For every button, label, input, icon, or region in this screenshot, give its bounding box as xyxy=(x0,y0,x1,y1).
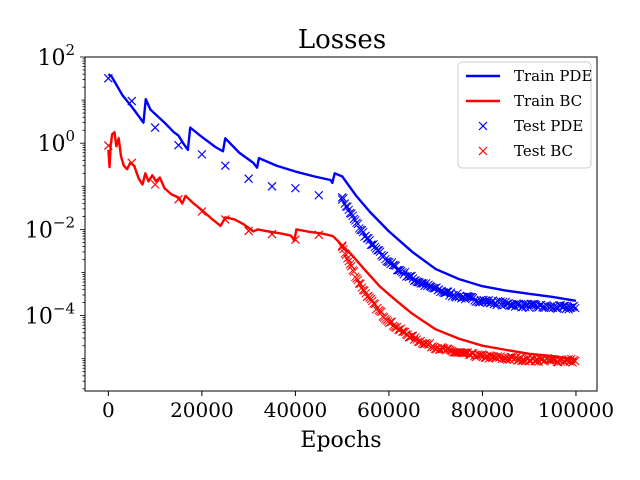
y-tick-label: 100 xyxy=(37,127,75,157)
series-line-train-pde xyxy=(107,73,577,303)
marker-test-bc xyxy=(103,141,113,151)
marker-test-pde xyxy=(244,174,254,184)
marker-test-pde xyxy=(197,149,207,159)
marker-test-bc xyxy=(244,226,254,236)
x-tick-label: 40000 xyxy=(264,398,328,422)
marker-test-pde xyxy=(314,190,324,200)
y-tick-label: 102 xyxy=(37,41,75,71)
marker-test-pde xyxy=(103,73,113,83)
marker-cluster-test-bc xyxy=(337,242,580,367)
legend-marker xyxy=(478,121,488,131)
marker-cluster-test-pde xyxy=(337,193,580,314)
marker-test-bc xyxy=(314,230,324,240)
marker-test-pde xyxy=(174,140,183,150)
legend: Train PDE Train BC Test PDE Test BC xyxy=(457,61,592,169)
legend-label: Train BC xyxy=(514,92,582,110)
y-tick-labels: 102 100 10−2 10−4 xyxy=(25,41,75,330)
x-axis-label: Epochs xyxy=(300,428,381,453)
marker-test-bc xyxy=(290,235,300,245)
x-tick-label: 0 xyxy=(102,398,115,422)
legend-label: Test PDE xyxy=(514,117,583,135)
x-tick-label: 100000 xyxy=(538,398,614,422)
marker-test-pde xyxy=(220,161,230,171)
y-tick-label: 10−2 xyxy=(25,213,75,243)
x-tick-label: 20000 xyxy=(170,398,234,422)
marker-test-pde xyxy=(150,123,160,133)
x-tick-label: 60000 xyxy=(357,398,421,422)
marker-test-bc xyxy=(197,207,207,216)
legend-marker xyxy=(478,146,488,156)
x-tick-label: 80000 xyxy=(451,398,515,422)
marker-test-bc xyxy=(150,180,160,189)
marker-test-pde xyxy=(127,96,137,106)
chart-title: Losses xyxy=(298,25,386,55)
marker-test-pde xyxy=(290,183,300,193)
plot-frame xyxy=(84,56,598,392)
series-train-pde xyxy=(107,73,577,303)
legend-box xyxy=(457,61,592,169)
series-layer xyxy=(103,73,580,367)
marker-test-bc xyxy=(127,158,137,168)
series-test-pde xyxy=(103,73,580,314)
legend-item-test-bc: Test BC xyxy=(478,142,573,160)
x-tick-labels: 0 20000 40000 60000 80000 100000 xyxy=(102,398,614,422)
marker-test-pde xyxy=(267,181,277,191)
series-test-bc xyxy=(103,141,580,367)
legend-label: Test BC xyxy=(514,142,573,160)
series-line-train-bc xyxy=(107,130,577,361)
marker-test-bc xyxy=(174,194,183,204)
legend-label: Train PDE xyxy=(514,67,592,85)
marker-test-bc xyxy=(267,229,277,239)
legend-item-test-pde: Test PDE xyxy=(478,117,583,135)
legend-item-train-pde: Train PDE xyxy=(466,67,592,85)
legend-item-train-bc: Train BC xyxy=(466,92,582,110)
series-train-bc xyxy=(107,130,577,361)
y-tick-label: 10−4 xyxy=(25,300,75,330)
marker-test-bc xyxy=(220,215,230,224)
